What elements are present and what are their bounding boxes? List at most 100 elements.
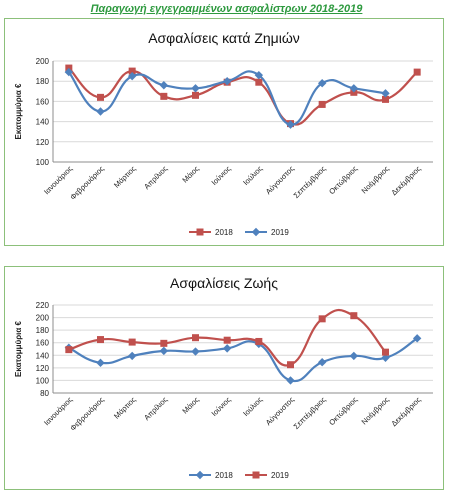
data-point-2019 xyxy=(192,334,199,342)
data-point-2019 xyxy=(318,315,326,323)
x-tick-label: Οκτώβριος xyxy=(327,164,359,196)
data-point-2019 xyxy=(381,89,390,98)
y-tick-label: 180 xyxy=(36,77,50,86)
legend-marker-2018 xyxy=(196,228,204,236)
data-point-2018 xyxy=(382,95,389,103)
series-2018 xyxy=(64,334,422,385)
chart-panel-life: Ασφαλίσεις Ζωής 80 100 120 140 160 180 200 220 Εκ… xyxy=(4,266,444,490)
x-tick-label: Ιούνιος xyxy=(210,395,233,418)
chart-title: Ασφαλίσεις Ζωής xyxy=(170,275,278,291)
data-point-2019 xyxy=(160,339,168,347)
data-point-2018 xyxy=(349,351,359,361)
data-point-2018 xyxy=(127,351,137,361)
x-tick-label: Μάρτιος xyxy=(112,164,138,190)
x-tick-label: Φεβρουάριος xyxy=(68,395,106,433)
x-tick-label: Απρίλιος xyxy=(142,395,169,422)
y-tick-label: 120 xyxy=(36,364,50,373)
legend-label-2019: 2019 xyxy=(271,228,289,237)
series-2019 xyxy=(65,308,389,369)
data-point-2018 xyxy=(286,376,295,385)
data-point-2019 xyxy=(128,338,136,346)
y-tick-label: 180 xyxy=(36,326,50,335)
chart-title: Ασφαλίσεις κατά Ζημιών xyxy=(148,30,300,46)
x-tick-label: Σεπτέμβριος xyxy=(292,395,328,431)
page-title: Παραγωγή εγγεγραμμένων ασφαλίστρων 2018-… xyxy=(90,3,363,15)
legend-label-2018: 2018 xyxy=(215,228,233,237)
y-tick-label: 80 xyxy=(40,389,49,398)
legend-label-2018: 2018 xyxy=(215,471,233,480)
data-point-2018 xyxy=(159,346,169,356)
y-tick-label: 100 xyxy=(36,376,50,385)
x-tick-label: Αύγουστος xyxy=(264,164,296,196)
x-tick-label: Μάιος xyxy=(180,164,201,185)
data-point-2018 xyxy=(191,347,200,356)
y-tick-label: 100 xyxy=(36,158,50,167)
x-tick-label: Απρίλιος xyxy=(142,164,169,191)
legend: 2018 2019 xyxy=(189,227,289,237)
data-point-2018 xyxy=(317,358,327,367)
data-point-2019 xyxy=(159,81,169,90)
x-tick-label: Ιούλιος xyxy=(241,164,264,187)
data-point-2019 xyxy=(222,77,232,86)
y-axis-label: Εκατομμύρια € xyxy=(14,321,23,377)
x-tick-label: Φεβρουάριος xyxy=(68,164,106,202)
data-point-2018 xyxy=(412,334,422,343)
data-point-2019 xyxy=(286,120,295,129)
legend-marker-2019 xyxy=(251,227,261,237)
data-point-2019 xyxy=(65,346,73,354)
data-point-2019 xyxy=(349,84,359,93)
series-line-2018 xyxy=(68,337,418,383)
data-point-2018 xyxy=(96,358,105,368)
data-point-2019 xyxy=(317,79,327,88)
data-point-2018 xyxy=(318,100,326,108)
x-tick-label: Οκτώβριος xyxy=(327,395,359,427)
data-point-2019 xyxy=(223,336,231,344)
legend-marker-2019 xyxy=(252,471,260,479)
chart-non-life: Ασφαλίσεις κατά Ζημιών 100 120 140 160 180 200… xyxy=(14,30,433,237)
data-point-2018 xyxy=(97,93,104,101)
y-tick-label: 120 xyxy=(36,138,50,147)
y-tick-label: 200 xyxy=(36,57,50,66)
data-point-2019 xyxy=(350,312,358,320)
data-point-2018 xyxy=(413,68,421,76)
y-tick-label: 220 xyxy=(36,301,50,310)
data-point-2018 xyxy=(381,353,390,362)
legend-marker-2018 xyxy=(195,470,205,480)
x-tick-label: Ιούλιος xyxy=(241,395,264,418)
x-tick-label: Ιανουάριος xyxy=(42,164,74,196)
data-point-2018 xyxy=(222,344,232,353)
data-point-2019 xyxy=(191,84,200,93)
x-tick-label: Νοέμβριος xyxy=(360,395,392,427)
y-tick-label: 160 xyxy=(36,339,50,348)
data-point-2019 xyxy=(382,348,389,356)
data-point-2018 xyxy=(192,91,199,99)
data-point-2019 xyxy=(287,361,294,369)
data-point-2019 xyxy=(64,67,74,77)
y-tick-label: 200 xyxy=(36,314,50,323)
chart-panel-non-life: Ασφαλίσεις κατά Ζημιών 100 120 140 160 180 200… xyxy=(4,18,444,246)
x-tick-label: Νοέμβριος xyxy=(360,164,392,196)
y-tick-label: 140 xyxy=(36,351,50,360)
x-tick-label: Ιανουάριος xyxy=(42,395,74,427)
data-point-2019 xyxy=(255,337,263,345)
x-tick-label: Δεκέμβριος xyxy=(389,395,422,428)
series-2019 xyxy=(64,67,390,129)
series-line-2018 xyxy=(68,67,418,126)
data-point-2019 xyxy=(127,71,137,81)
y-axis-label: Εκατομμύρια € xyxy=(14,83,23,139)
legend: 2018 2019 xyxy=(189,470,289,480)
data-point-2019 xyxy=(254,70,264,80)
x-tick-label: Δεκέμβριος xyxy=(389,164,422,197)
chart-life: Ασφαλίσεις Ζωής 80 100 120 140 160 180 200 220 Εκ… xyxy=(14,275,433,480)
data-point-2019 xyxy=(96,107,105,116)
x-tick-label: Μάρτιος xyxy=(112,395,138,421)
series-2018 xyxy=(65,64,421,128)
data-point-2018 xyxy=(128,67,136,75)
y-tick-label: 160 xyxy=(36,97,50,106)
x-tick-label: Μάιος xyxy=(180,395,201,416)
data-point-2018 xyxy=(160,92,168,100)
x-tick-label: Σεπτέμβριος xyxy=(292,164,328,200)
data-point-2018 xyxy=(255,78,263,86)
y-tick-label: 140 xyxy=(36,118,50,127)
x-tick-label: Αύγουστος xyxy=(264,395,296,427)
